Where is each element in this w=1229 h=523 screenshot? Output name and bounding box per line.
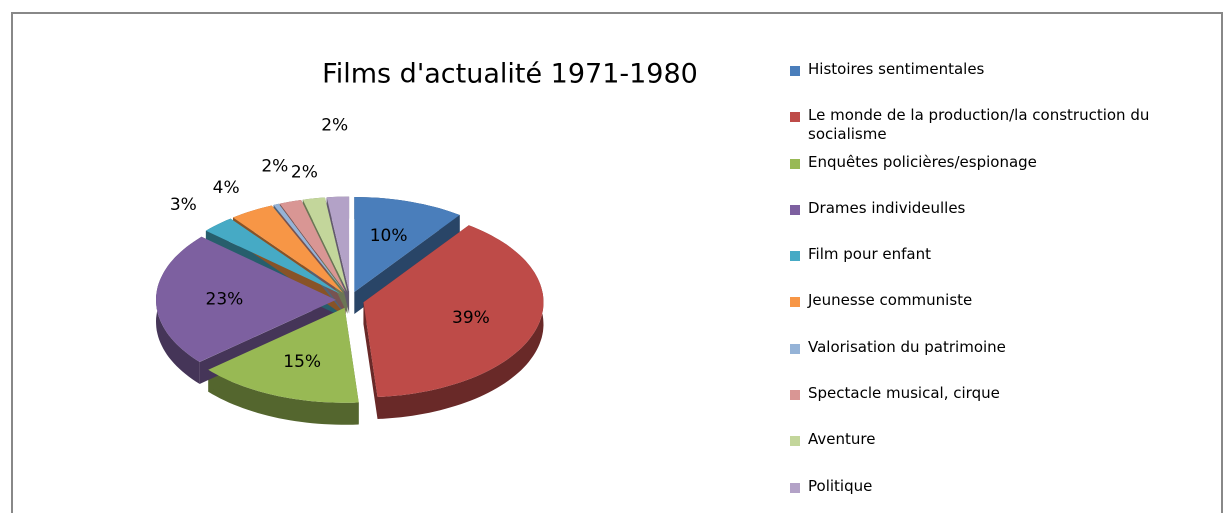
legend-label: Film pour enfant: [808, 245, 931, 264]
data-label: 2%: [261, 156, 288, 176]
slice: [363, 225, 544, 397]
data-label: 39%: [452, 308, 490, 328]
legend-item: Aventure: [790, 430, 1220, 476]
legend-swatch: [790, 436, 800, 447]
slice: [302, 197, 348, 292]
slice-side: [377, 225, 544, 419]
slice: [354, 197, 460, 293]
legend-swatch: [790, 204, 800, 215]
legend-label: Enquêtes policières/espionage: [808, 152, 1037, 171]
legend-label: Aventure: [808, 430, 876, 449]
legend: Histoires sentimentales Le monde de la pr…: [790, 60, 1220, 523]
legend-swatch: [790, 482, 800, 493]
legend-item: Valorisation du patrimoine: [790, 338, 1220, 384]
slice: [279, 200, 346, 293]
data-label: 2%: [321, 115, 348, 135]
legend-label: Drames individeulles: [808, 198, 966, 217]
chart-title: Films d'actualité 1971-1980: [322, 59, 698, 90]
legend-item: Enquêtes policières/espionage: [790, 153, 1220, 199]
legend-item: Le monde de la production/la constructio…: [790, 106, 1220, 152]
legend-swatch: [790, 251, 800, 262]
legend-label: Le monde de la production/la constructio…: [808, 106, 1150, 144]
legend-swatch: [790, 297, 800, 308]
legend-label: Spectacle musical, cirque: [808, 384, 1000, 403]
slice: [273, 203, 345, 293]
chart-frame: [11, 12, 1223, 513]
legend-item: Jeunesse communiste: [790, 291, 1220, 337]
data-label: 4%: [213, 178, 240, 198]
legend-swatch: [790, 112, 800, 123]
slice: [233, 205, 343, 293]
slice: [326, 196, 350, 292]
slice: [205, 218, 341, 294]
legend-item: Politique: [790, 477, 1220, 523]
slice-wall: [354, 214, 460, 315]
legend-swatch: [790, 390, 800, 401]
legend-swatch: [790, 158, 800, 169]
legend-item: Film pour enfant: [790, 245, 1220, 291]
legend-item: Spectacle musical, cirque: [790, 384, 1220, 430]
legend-swatch: [790, 66, 800, 76]
legend-label: Valorisation du patrimoine: [808, 337, 1006, 356]
pie: 10%39%15%23%3%4%2% 2%2%: [156, 115, 544, 425]
legend-item: Drames individeulles: [790, 199, 1220, 245]
data-label: 3%: [170, 195, 197, 215]
legend-label: Politique: [808, 476, 873, 495]
legend-item: Histoires sentimentales: [790, 60, 1220, 106]
data-label: 23%: [206, 289, 244, 309]
data-label: 15%: [283, 352, 321, 372]
slice-side: [208, 369, 359, 425]
slice-wall: [363, 302, 378, 419]
legend-label: Jeunesse communiste: [808, 291, 973, 310]
legend-swatch: [790, 343, 800, 354]
data-label: 10%: [370, 226, 408, 246]
data-label: 2%: [291, 162, 318, 182]
legend-label: Histoires sentimentales: [808, 60, 985, 78]
slice: [156, 236, 337, 362]
slice: [208, 307, 359, 403]
